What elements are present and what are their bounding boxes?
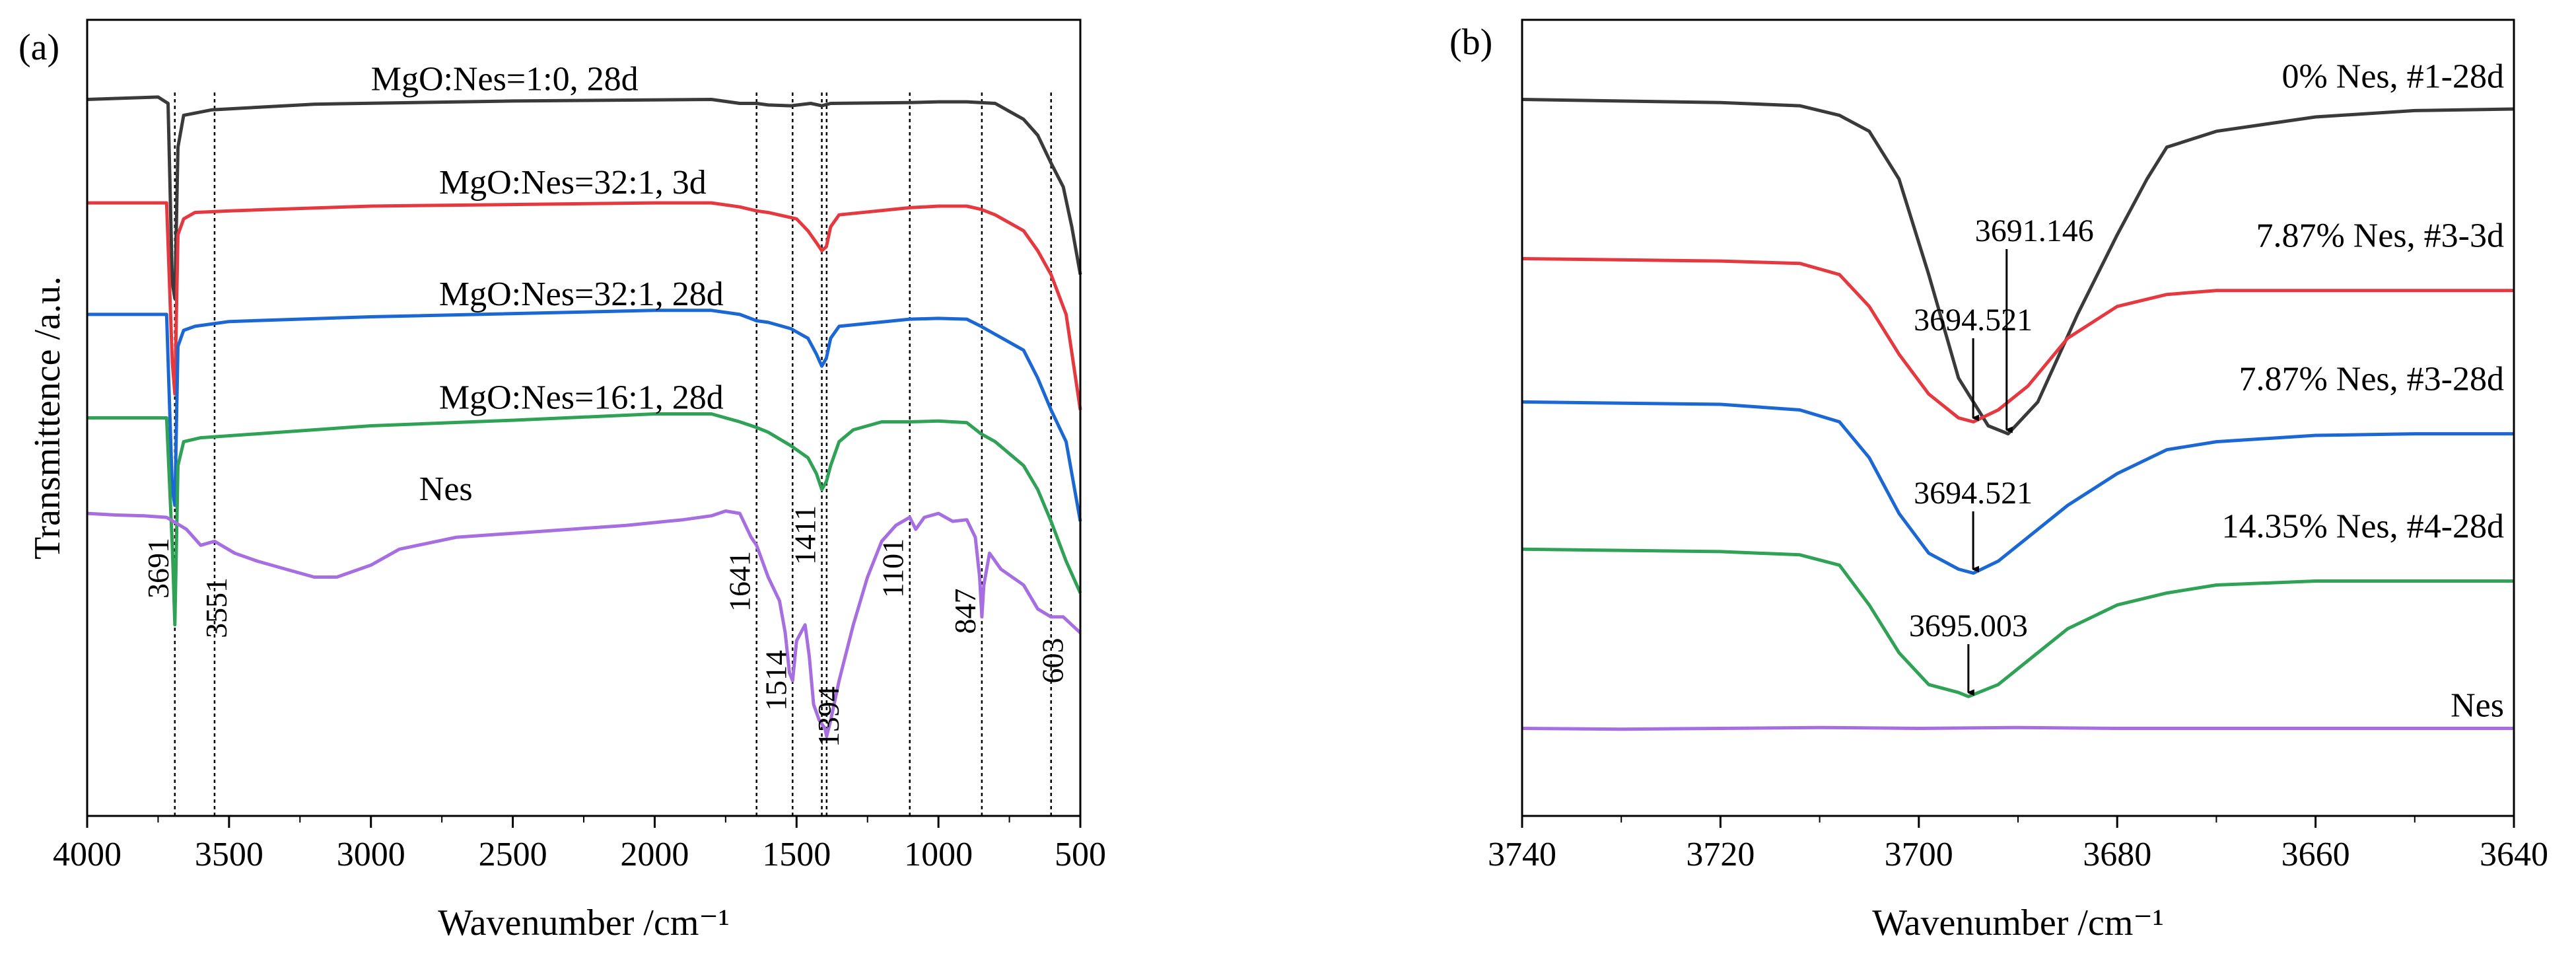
panel-b: (b) 0% Nes, #1-28d 7.87% Nes, #3-3d 7.87% N… — [1449, 18, 2548, 943]
panel-label: (b) — [1449, 22, 1492, 63]
peak-label: 3551 — [199, 577, 233, 638]
curve-label: 7.87% Nes, #3-3d — [2256, 217, 2504, 255]
panel-label: (a) — [18, 27, 59, 68]
series-line — [87, 412, 1082, 627]
x-tick-label: 2500 — [479, 836, 547, 873]
x-tick-label: 3740 — [1488, 836, 1556, 873]
series-line — [87, 201, 1082, 410]
curve-label: 7.87% Nes, #3-28d — [2239, 360, 2504, 398]
peak-label: 1514 — [759, 650, 792, 711]
x-tick-label: 3000 — [337, 836, 405, 873]
series-line — [1521, 257, 2514, 423]
x-axis-label: Wavenumber /cm⁻¹ — [438, 902, 729, 943]
series-line — [1521, 547, 2514, 698]
peak-annotation: 3695.003 — [1909, 608, 2028, 643]
peak-annotation: 3694.521 — [1914, 303, 2033, 338]
curve-label: Nes — [419, 470, 473, 508]
x-tick-label: 3720 — [1686, 836, 1755, 873]
x-tick-label: 2000 — [620, 836, 689, 873]
curve-label: MgO:Nes=1:0, 28d — [371, 61, 639, 98]
x-tick-label: 3660 — [2281, 836, 2350, 873]
curve-label: MgO:Nes=32:1, 28d — [439, 275, 724, 313]
curve-label: 14.35% Nes, #4-28d — [2221, 507, 2504, 545]
panel-a: (a) MgO:Nes=1:0, 28d MgO:Nes=32:1, 3d MgO:N… — [18, 18, 1106, 943]
series-line — [1521, 400, 2514, 575]
x-tick-label: 1000 — [904, 836, 973, 873]
peak-annotation: 3694.521 — [1914, 476, 2033, 511]
peak-label: 1394 — [812, 686, 845, 747]
curve-label: 0% Nes, #1-28d — [2281, 58, 2504, 96]
series-line — [87, 309, 1082, 522]
series-line — [1521, 725, 2514, 731]
peak-label: 603 — [1036, 638, 1070, 684]
peak-label: 1641 — [723, 551, 757, 612]
series-line — [87, 509, 1082, 738]
series-line — [87, 95, 1082, 301]
series-line — [1521, 98, 2515, 436]
curve-label: MgO:Nes=32:1, 3d — [439, 164, 707, 202]
plot-frame — [1521, 18, 2515, 817]
x-tick-label: 3500 — [195, 836, 263, 873]
x-tick-label: 4000 — [53, 836, 122, 873]
curve-label: Nes — [2451, 686, 2504, 724]
x-tick-label: 3680 — [2083, 836, 2151, 873]
peak-annotation: 3691.146 — [1975, 213, 2094, 248]
x-axis-label: Wavenumber /cm⁻¹ — [1872, 902, 2163, 943]
peak-label: 3691 — [141, 538, 175, 599]
x-tick-label: 500 — [1055, 836, 1106, 873]
x-tick-label: 1500 — [762, 836, 831, 873]
x-tick-label: 3700 — [1885, 836, 1953, 873]
peak-label: 1101 — [876, 538, 910, 598]
curve-label: MgO:Nes=16:1, 28d — [439, 379, 724, 417]
peak-label: 847 — [948, 589, 982, 634]
y-axis-label: Transmittence /a.u. — [27, 276, 68, 560]
peak-label: 1411 — [788, 505, 822, 565]
x-tick-label: 3640 — [2480, 836, 2548, 873]
